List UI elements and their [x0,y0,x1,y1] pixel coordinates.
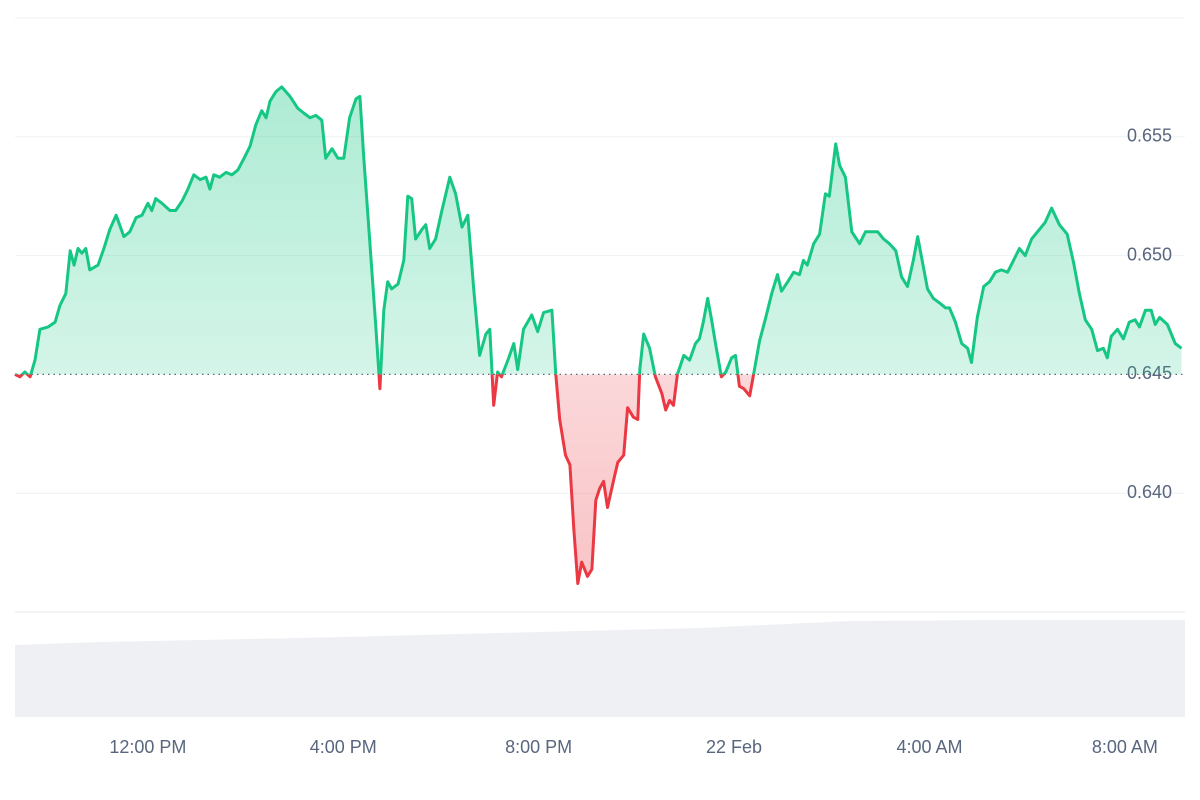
line-group [15,85,1183,375]
x-tick-label: 8:00 AM [1092,737,1158,757]
volume-area [15,620,1185,717]
y-tick-label: 0.650 [1127,244,1172,264]
x-tick-label: 22 Feb [706,737,762,757]
area-below [15,374,1182,584]
x-tick-label: 4:00 AM [896,737,962,757]
area-above [22,86,1182,375]
x-tick-label: 4:00 PM [310,737,377,757]
price-line [15,85,1183,375]
x-tick-label: 12:00 PM [109,737,186,757]
y-tick-label: 0.640 [1127,482,1172,502]
y-tick-label: 0.655 [1127,126,1172,146]
x-tick-label: 8:00 PM [505,737,572,757]
